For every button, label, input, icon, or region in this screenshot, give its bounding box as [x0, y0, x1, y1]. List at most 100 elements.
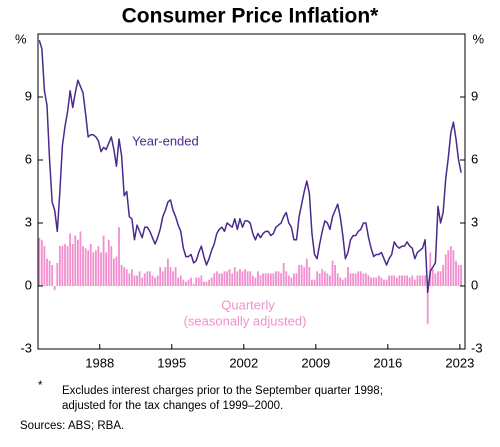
- bar: [69, 233, 72, 286]
- bar: [429, 252, 432, 286]
- bar: [339, 277, 342, 286]
- bar: [413, 279, 416, 286]
- bar: [442, 265, 445, 286]
- bar: [354, 273, 357, 286]
- bar: [365, 273, 367, 286]
- bar: [406, 275, 409, 286]
- bar: [56, 262, 59, 286]
- bar: [395, 277, 398, 286]
- bar: [447, 250, 450, 286]
- bar: [169, 267, 172, 286]
- bar: [331, 260, 334, 286]
- bar: [179, 275, 182, 286]
- x-tick-label: 2023: [445, 355, 474, 370]
- bar: [344, 277, 347, 286]
- y-unit-right: %: [472, 31, 484, 46]
- bar: [213, 273, 216, 286]
- bar: [254, 277, 257, 286]
- plot-frame: [37, 33, 466, 350]
- bar: [434, 273, 437, 286]
- bar: [316, 271, 318, 286]
- bar: [298, 265, 300, 286]
- bar: [203, 281, 205, 286]
- y-tick-label: -3: [20, 340, 32, 355]
- bar: [239, 269, 241, 286]
- bar: [311, 279, 313, 286]
- bar: [411, 275, 414, 286]
- bar: [236, 271, 239, 286]
- bar: [426, 286, 429, 324]
- bar: [385, 279, 388, 286]
- x-tick-label: 1995: [157, 355, 186, 370]
- bar: [128, 273, 131, 286]
- bar: [375, 277, 378, 286]
- bar: [295, 273, 298, 286]
- y-tick-label: 9: [25, 88, 32, 103]
- bar: [280, 273, 282, 286]
- bar: [455, 260, 457, 286]
- bar: [347, 267, 349, 286]
- bar: [200, 275, 203, 286]
- bar: [156, 275, 159, 286]
- bar: [115, 256, 118, 286]
- bar: [437, 271, 439, 286]
- bar: [148, 271, 151, 286]
- footnote-line: adjusted for the tax changes of 1999–200…: [62, 400, 283, 412]
- bar: [164, 267, 167, 286]
- bar: [221, 273, 223, 286]
- bar: [141, 277, 144, 286]
- bar: [61, 246, 64, 286]
- bar: [257, 271, 259, 286]
- bar: [398, 275, 401, 286]
- bar: [167, 258, 169, 286]
- x-tick-label: 2009: [301, 355, 330, 370]
- bar: [53, 286, 56, 291]
- bar: [64, 244, 66, 286]
- bar: [388, 275, 391, 286]
- bar: [215, 271, 218, 286]
- bar: [174, 267, 177, 286]
- bar: [87, 250, 90, 286]
- bar: [262, 273, 264, 286]
- y-tick-label: 0: [471, 277, 478, 292]
- bar: [377, 275, 380, 286]
- bar: [305, 258, 308, 286]
- bar: [161, 271, 164, 286]
- bar: [210, 277, 213, 286]
- bar: [120, 265, 123, 286]
- footnote-marker: *: [38, 380, 43, 392]
- bar: [40, 239, 43, 286]
- bar: [336, 273, 339, 286]
- bar: [259, 275, 262, 286]
- bar: [66, 246, 69, 286]
- bar: [362, 273, 365, 286]
- bar: [185, 281, 187, 286]
- series-note: (seasonally adjusted): [184, 313, 307, 328]
- series-label: Quarterly: [221, 297, 275, 312]
- bar: [110, 246, 113, 286]
- bar: [323, 271, 326, 286]
- bar: [277, 271, 280, 286]
- bar: [82, 246, 84, 286]
- x-tick-label: 2002: [229, 355, 258, 370]
- bar: [287, 275, 290, 286]
- bar: [46, 258, 48, 286]
- bar: [293, 273, 295, 286]
- bar: [370, 277, 373, 286]
- bar: [416, 275, 419, 286]
- bar: [205, 281, 208, 286]
- series-label: Year-ended: [132, 133, 199, 148]
- bar: [460, 265, 463, 286]
- footnote-line: Excludes interest charges prior to the S…: [62, 385, 383, 397]
- bar: [187, 279, 190, 286]
- bar: [208, 279, 210, 286]
- bar: [38, 237, 41, 286]
- bar: [136, 275, 138, 286]
- y-tick-label: 0: [25, 277, 32, 292]
- bar: [282, 262, 285, 286]
- bar: [359, 271, 362, 286]
- bar: [424, 275, 427, 286]
- bar: [269, 273, 272, 286]
- bar: [419, 275, 421, 286]
- bar: [84, 248, 87, 286]
